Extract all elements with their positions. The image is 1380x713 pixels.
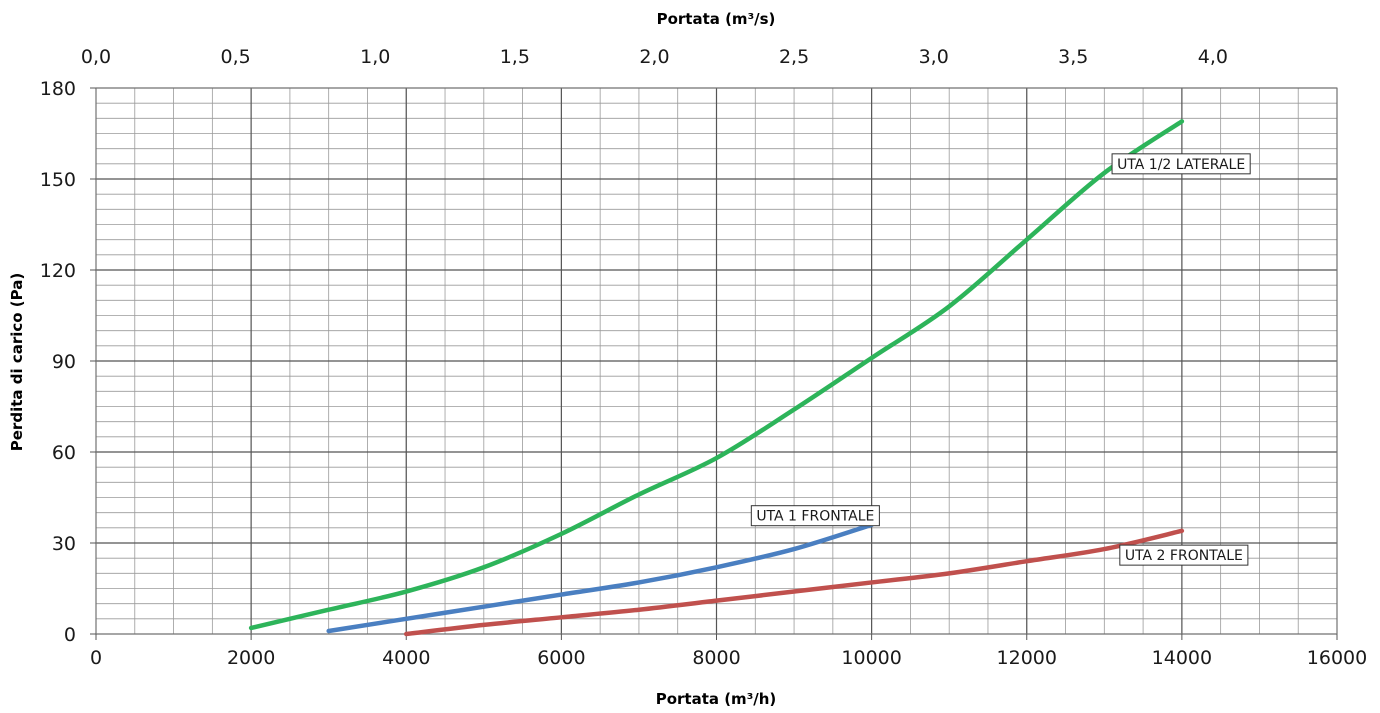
y-tick-label: 60 (52, 442, 76, 464)
x-tick-label: 10000 (841, 647, 901, 669)
y-tick-label: 120 (40, 260, 76, 282)
secondary-x-tick-label: 2,0 (639, 46, 669, 68)
y-tick-label: 30 (52, 533, 76, 555)
x-tick-label: 6000 (537, 647, 585, 669)
secondary-x-axis-ticks: 0,0 0,5 1,0 1,5 2,0 2,5 3,0 3,5 4,0 (81, 46, 1228, 68)
y-tick-label: 180 (40, 78, 76, 100)
series-label-text: UTA 1/2 LATERALE (1117, 157, 1245, 173)
label-uta-1-frontale: UTA 1 FRONTALE (750, 505, 880, 527)
x-axis-ticks: 0 2000 4000 6000 8000 10000 12000 14000 16000 (90, 634, 1367, 669)
series-label-text: UTA 2 FRONTALE (1125, 548, 1243, 564)
secondary-x-tick-label: 1,0 (360, 46, 390, 68)
secondary-x-tick-label: 3,5 (1058, 46, 1088, 68)
series-label-box (1119, 544, 1249, 566)
secondary-x-tick-label: 0,5 (221, 46, 251, 68)
secondary-x-axis-title: Portata (m³/s) (657, 10, 776, 28)
series-uta-2-frontale (404, 528, 1185, 637)
series-lines (248, 119, 1185, 637)
secondary-x-tick-label: 3,0 (919, 46, 949, 68)
secondary-x-tick-label: 4,0 (1198, 46, 1228, 68)
y-axis-ticks: 0 30 60 90 120 150 180 (40, 78, 96, 646)
x-tick-label: 4000 (382, 647, 430, 669)
x-tick-label: 12000 (997, 647, 1057, 669)
series-label-box (750, 505, 880, 527)
series-labels: UTA 1/2 LATERALE UTA 1 FRONTALE UTA 2 FRON… (750, 153, 1251, 566)
x-tick-label: 8000 (692, 647, 740, 669)
x-axis-title: Portata (m³/h) (656, 690, 777, 708)
x-tick-label: 0 (90, 647, 102, 669)
y-tick-label: 0 (64, 624, 76, 646)
secondary-x-tick-label: 0,0 (81, 46, 111, 68)
series-label-box (1111, 153, 1251, 175)
secondary-x-tick-label: 2,5 (779, 46, 809, 68)
y-tick-label: 90 (52, 351, 76, 373)
x-tick-label: 2000 (227, 647, 275, 669)
secondary-x-tick-label: 1,5 (500, 46, 530, 68)
series-label-text: UTA 1 FRONTALE (756, 509, 874, 525)
series-uta-1-frontale (326, 522, 874, 634)
y-axis-title: Perdita di carico (Pa) (8, 273, 26, 451)
label-uta-2-frontale: UTA 2 FRONTALE (1119, 544, 1249, 566)
series-uta-1-2-laterale (248, 119, 1185, 631)
x-tick-label: 16000 (1307, 647, 1367, 669)
x-tick-label: 14000 (1152, 647, 1212, 669)
y-tick-label: 150 (40, 169, 76, 191)
label-uta-1-2-laterale: UTA 1/2 LATERALE (1111, 153, 1251, 175)
